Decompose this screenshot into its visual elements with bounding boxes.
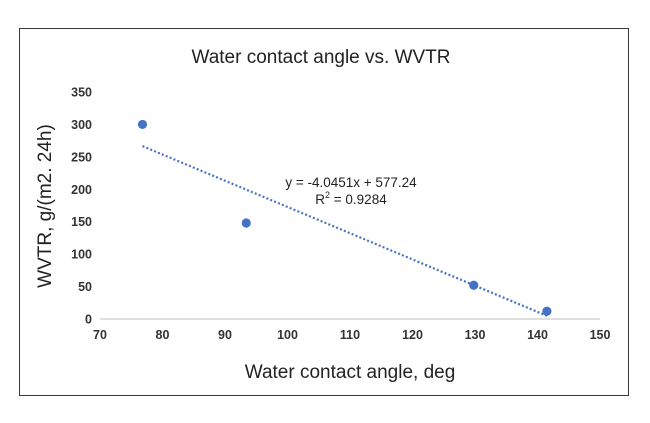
- x-tick-label: 100: [277, 328, 298, 342]
- x-tick-label: 80: [156, 328, 170, 342]
- data-point: [542, 306, 552, 316]
- data-point: [469, 280, 479, 290]
- x-tick-label: 140: [527, 328, 548, 342]
- data-points: [137, 119, 552, 316]
- x-axis-title: Water contact angle, deg: [245, 362, 456, 383]
- chart-title: Water contact angle vs. WVTR: [191, 47, 450, 68]
- data-point: [241, 218, 251, 228]
- r2-prefix: R: [315, 192, 325, 207]
- y-tick-label: 150: [71, 215, 92, 229]
- y-axis-title: WVTR, g/(m2. 24h): [35, 124, 56, 288]
- chart-svg: Water contact angle vs. WVTR 05010015020…: [35, 47, 610, 383]
- x-tick-labels: 70 80 90 100 110 120 130 140 150: [93, 328, 610, 342]
- r-squared-label: R2 = 0.9284: [315, 190, 387, 207]
- y-tick-label: 250: [71, 150, 92, 164]
- x-tick-label: 130: [465, 328, 486, 342]
- x-tick-label: 90: [218, 328, 232, 342]
- y-tick-labels: 0 50 100 150 200 250 300 350: [71, 86, 92, 327]
- x-tick-label: 110: [340, 328, 360, 342]
- y-tick-label: 50: [78, 280, 92, 294]
- data-point: [137, 119, 148, 130]
- y-tick-label: 350: [71, 86, 92, 100]
- y-tick-label: 200: [71, 183, 92, 197]
- trendline: [142, 145, 548, 317]
- r2-superscript: 2: [325, 190, 330, 200]
- y-tick-label: 0: [85, 313, 92, 327]
- trendline-equation: y = -4.0451x + 577.24: [285, 175, 417, 190]
- x-tick-label: 150: [590, 328, 611, 342]
- x-tick-label: 70: [93, 328, 107, 342]
- r2-value: = 0.9284: [330, 192, 387, 207]
- x-tick-label: 120: [402, 328, 423, 342]
- y-tick-label: 100: [71, 248, 92, 262]
- y-tick-label: 300: [71, 118, 92, 132]
- chart-frame: Water contact angle vs. WVTR 0 50 100 150 20…: [19, 28, 629, 396]
